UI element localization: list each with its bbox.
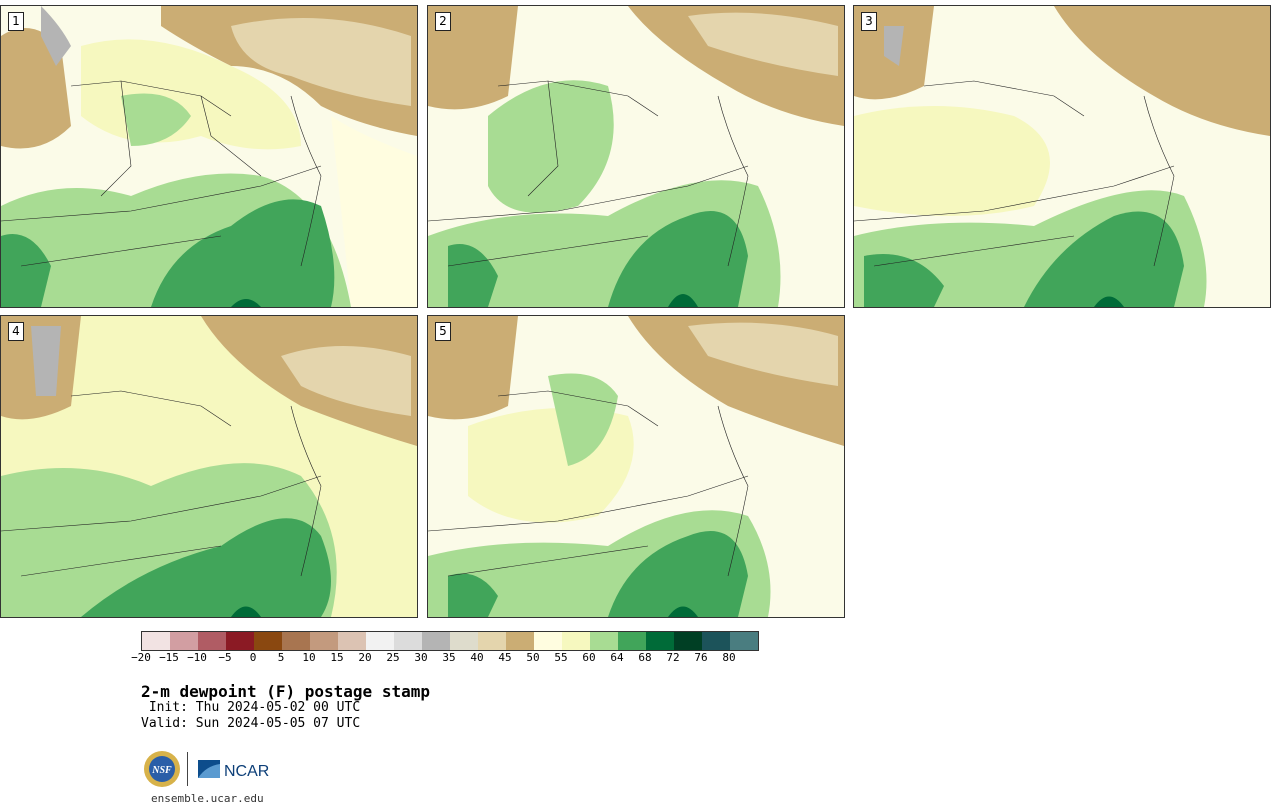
colorbar-tick-label: 68: [638, 651, 652, 664]
map-panel-1: 1: [0, 5, 418, 308]
site-url[interactable]: ensemble.ucar.edu: [151, 792, 264, 805]
colorbar-tick-label: 72: [666, 651, 680, 664]
colorbar-tick-label: 25: [386, 651, 400, 664]
svg-text:NSF: NSF: [151, 765, 172, 776]
colorbar-segment: [506, 632, 534, 650]
colorbar-tick-label: 80: [722, 651, 736, 664]
init-time: Init: Thu 2024-05-02 00 UTC: [141, 700, 361, 715]
colorbar-tick-label: 10: [302, 651, 316, 664]
plot-title: 2-m dewpoint (F) postage stamp: [141, 682, 430, 701]
colorbar-segment: [618, 632, 646, 650]
colorbar-tick-label: −5: [218, 651, 232, 664]
ncar-logo-icon: NCAR: [198, 760, 269, 780]
colorbar-segment: [226, 632, 254, 650]
colorbar-segment: [422, 632, 450, 650]
colorbar-segment: [282, 632, 310, 650]
colorbar-segment: [338, 632, 366, 650]
colorbar-segment: [394, 632, 422, 650]
dewpoint-map: [1, 6, 417, 307]
colorbar-tick-label: 30: [414, 651, 428, 664]
colorbar-tick-label: 60: [582, 651, 596, 664]
colorbar-tick-label: −15: [159, 651, 179, 664]
map-panel-4: 4: [0, 315, 418, 618]
colorbar-ticks: −20 −15 −10 −5 0 5 10 15 20 25 30 35 40 45 50 55 60 64 68 7…: [131, 651, 761, 665]
colorbar: [141, 631, 759, 651]
colorbar-segment: [730, 632, 758, 650]
colorbar-tick-label: 76: [694, 651, 708, 664]
dewpoint-map: [428, 316, 844, 617]
nsf-logo-icon: NSF: [144, 751, 180, 787]
colorbar-segment: [646, 632, 674, 650]
colorbar-segment: [310, 632, 338, 650]
dewpoint-map: [1, 316, 417, 617]
panel-label: 5: [435, 322, 451, 341]
logos: NSF NCAR: [143, 748, 278, 790]
colorbar-tick-label: 45: [498, 651, 512, 664]
map-panel-2: 2: [427, 5, 845, 308]
colorbar-segment: [478, 632, 506, 650]
colorbar-tick-label: 5: [277, 651, 285, 664]
colorbar-segment: [198, 632, 226, 650]
map-panel-5: 5: [427, 315, 845, 618]
colorbar-tick-label: 40: [470, 651, 484, 664]
panel-label: 4: [8, 322, 24, 341]
colorbar-tick-label: 50: [526, 651, 540, 664]
colorbar-tick-label: −10: [187, 651, 207, 664]
map-panel-3: 3: [853, 5, 1271, 308]
colorbar-segment: [702, 632, 730, 650]
panel-label: 3: [861, 12, 877, 31]
colorbar-segment: [170, 632, 198, 650]
colorbar-tick-label: 20: [358, 651, 372, 664]
colorbar-tick-label: 35: [442, 651, 456, 664]
colorbar-segment: [366, 632, 394, 650]
colorbar-segment: [534, 632, 562, 650]
colorbar-tick-label: 55: [554, 651, 568, 664]
colorbar-segment: [254, 632, 282, 650]
colorbar-segment: [142, 632, 170, 650]
colorbar-tick-label: −20: [131, 651, 151, 664]
colorbar-tick-label: 15: [330, 651, 344, 664]
colorbar-segment: [590, 632, 618, 650]
svg-text:NCAR: NCAR: [224, 763, 269, 780]
colorbar-tick-label: 64: [610, 651, 624, 664]
panel-label: 1: [8, 12, 24, 31]
colorbar-segment: [562, 632, 590, 650]
colorbar-tick-label: 0: [249, 651, 257, 664]
colorbar-segment: [450, 632, 478, 650]
colorbar-segment: [674, 632, 702, 650]
panel-label: 2: [435, 12, 451, 31]
dewpoint-map: [854, 6, 1270, 307]
dewpoint-map: [428, 6, 844, 307]
logo-divider: [187, 752, 188, 786]
valid-time: Valid: Sun 2024-05-05 07 UTC: [141, 716, 361, 731]
